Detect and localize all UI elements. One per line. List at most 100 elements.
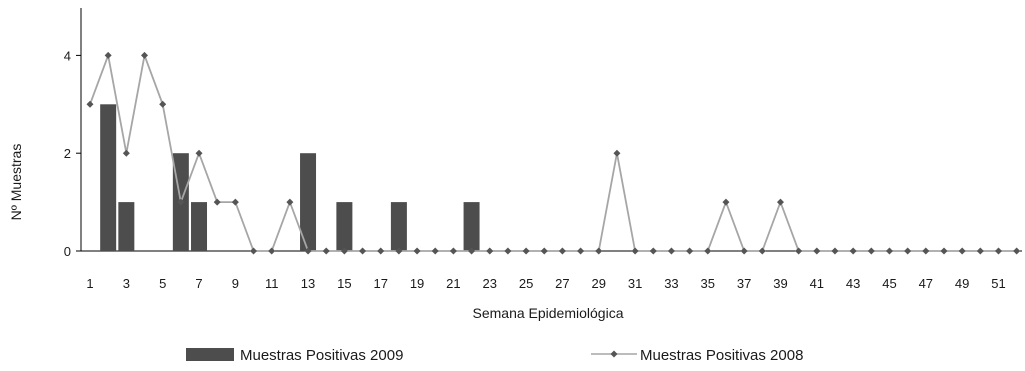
x-tick-label: 9 [232, 276, 239, 291]
data-point [159, 100, 167, 108]
data-point [395, 247, 403, 255]
data-point [195, 149, 203, 157]
x-tick-label: 39 [773, 276, 787, 291]
data-point [831, 247, 839, 255]
legend-label-2009: Muestras Positivas 2009 [240, 347, 403, 364]
data-point [631, 247, 639, 255]
x-tick-label: 25 [519, 276, 533, 291]
x-tick-label: 13 [301, 276, 315, 291]
data-point [340, 247, 348, 255]
data-point [86, 100, 94, 108]
data-point [885, 247, 893, 255]
data-point [486, 247, 494, 255]
bar [100, 104, 117, 251]
legend: Muestras Positivas 2009 Muestras Positiv… [186, 347, 803, 364]
bar-series-2009 [100, 104, 480, 251]
legend-swatch-2009 [186, 348, 234, 361]
data-point [995, 247, 1002, 255]
data-point [377, 247, 385, 255]
data-point [740, 247, 748, 255]
data-point [867, 247, 875, 255]
bar [463, 202, 480, 251]
data-point [849, 247, 857, 255]
x-tick-label: 43 [846, 276, 860, 291]
x-tick-label: 41 [810, 276, 824, 291]
data-point [795, 247, 803, 255]
data-point [177, 198, 185, 206]
data-point [940, 247, 948, 255]
data-point [1013, 247, 1021, 255]
x-tick-label: 15 [337, 276, 351, 291]
data-point [122, 149, 130, 157]
data-point [250, 247, 258, 255]
data-point [231, 198, 239, 206]
x-tick-label: 19 [410, 276, 424, 291]
x-tick-label: 35 [701, 276, 715, 291]
data-point [540, 247, 548, 255]
axes [80, 8, 1022, 252]
y-axis-title: Nº Muestras [8, 144, 24, 221]
data-point [413, 247, 421, 255]
bar [336, 202, 353, 251]
data-point [595, 247, 603, 255]
x-tick-label: 33 [664, 276, 678, 291]
x-tick-label: 21 [446, 276, 460, 291]
y-tick-label: 2 [64, 146, 71, 161]
data-point [213, 198, 221, 206]
y-tick-label: 0 [64, 244, 71, 259]
data-point [704, 247, 712, 255]
x-tick-label: 1 [86, 276, 93, 291]
data-point [558, 247, 566, 255]
data-point [431, 247, 439, 255]
bar [390, 202, 407, 251]
data-point [776, 198, 784, 206]
data-point [522, 247, 530, 255]
data-point [958, 247, 966, 255]
data-point [304, 247, 312, 255]
x-tick-label: 45 [882, 276, 896, 291]
data-point [504, 247, 512, 255]
x-tick-label: 31 [628, 276, 642, 291]
data-point [104, 51, 112, 59]
data-point [268, 247, 276, 255]
x-tick-label: 17 [373, 276, 387, 291]
x-tick-label: 49 [955, 276, 969, 291]
data-point [904, 247, 912, 255]
x-tick-label: 7 [195, 276, 202, 291]
x-tick-label: 11 [265, 276, 279, 291]
data-point [468, 247, 476, 255]
data-point [667, 247, 675, 255]
x-tick-label: 27 [555, 276, 569, 291]
data-point [686, 247, 694, 255]
x-tick-label: 5 [159, 276, 166, 291]
data-point [286, 198, 294, 206]
line-series-2008 [86, 51, 1021, 255]
bar [300, 153, 317, 251]
data-point [922, 247, 930, 255]
data-point [976, 247, 984, 255]
line-path [89, 52, 1017, 252]
legend-label-2008: Muestras Positivas 2008 [640, 347, 803, 364]
x-tick-label: 51 [991, 276, 1005, 291]
data-point [577, 247, 585, 255]
data-point [359, 247, 367, 255]
data-point [722, 198, 730, 206]
data-point [758, 247, 766, 255]
bar [191, 202, 208, 251]
bar [118, 202, 135, 251]
x-tick-label: 3 [123, 276, 130, 291]
x-tick-label: 47 [919, 276, 933, 291]
data-point [613, 149, 621, 157]
data-point [322, 247, 330, 255]
legend-marker-2008 [610, 350, 618, 358]
y-tick-label: 4 [64, 48, 71, 63]
x-tick-label: 23 [483, 276, 497, 291]
x-tick-label: 29 [592, 276, 606, 291]
data-point [449, 247, 457, 255]
x-tick-label: 37 [737, 276, 751, 291]
data-point [141, 51, 149, 59]
x-axis-title: Semana Epidemiológica [473, 305, 624, 321]
data-point [813, 247, 821, 255]
